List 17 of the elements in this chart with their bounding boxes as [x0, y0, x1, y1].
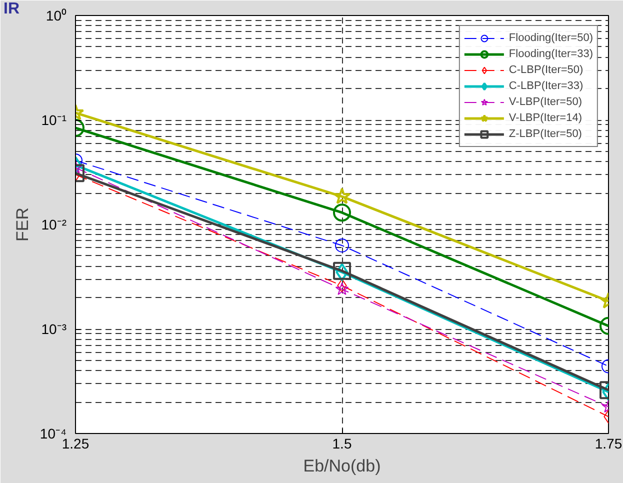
x-axis-title: Eb/No(db) — [303, 456, 381, 476]
x-tick-label: 1.25 — [62, 436, 90, 452]
x-tick-label: 1.5 — [332, 436, 352, 452]
legend-label: V-LBP(Iter=14) — [508, 111, 582, 126]
x-tick-label: 1.75 — [594, 436, 622, 452]
y-tick-label: 10⁻¹ — [41, 112, 67, 128]
y-tick-label: 10⁻³ — [41, 321, 67, 337]
y-axis-title: FER — [12, 208, 32, 242]
y-tick-label: 10⁻² — [41, 216, 67, 232]
y-tick-label: 10⁰ — [46, 8, 67, 24]
legend-label: C-LBP(Iter=33) — [508, 79, 584, 94]
legend-label: Flooding(Iter=50) — [508, 31, 593, 46]
legend-label: Z-LBP(Iter=50) — [508, 127, 582, 142]
legend-label: C-LBP(Iter=50) — [508, 63, 584, 78]
legend-label: Flooding(Iter=33) — [508, 47, 593, 62]
text: IR — [4, 0, 20, 18]
legend-label: V-LBP(Iter=50) — [508, 95, 582, 110]
